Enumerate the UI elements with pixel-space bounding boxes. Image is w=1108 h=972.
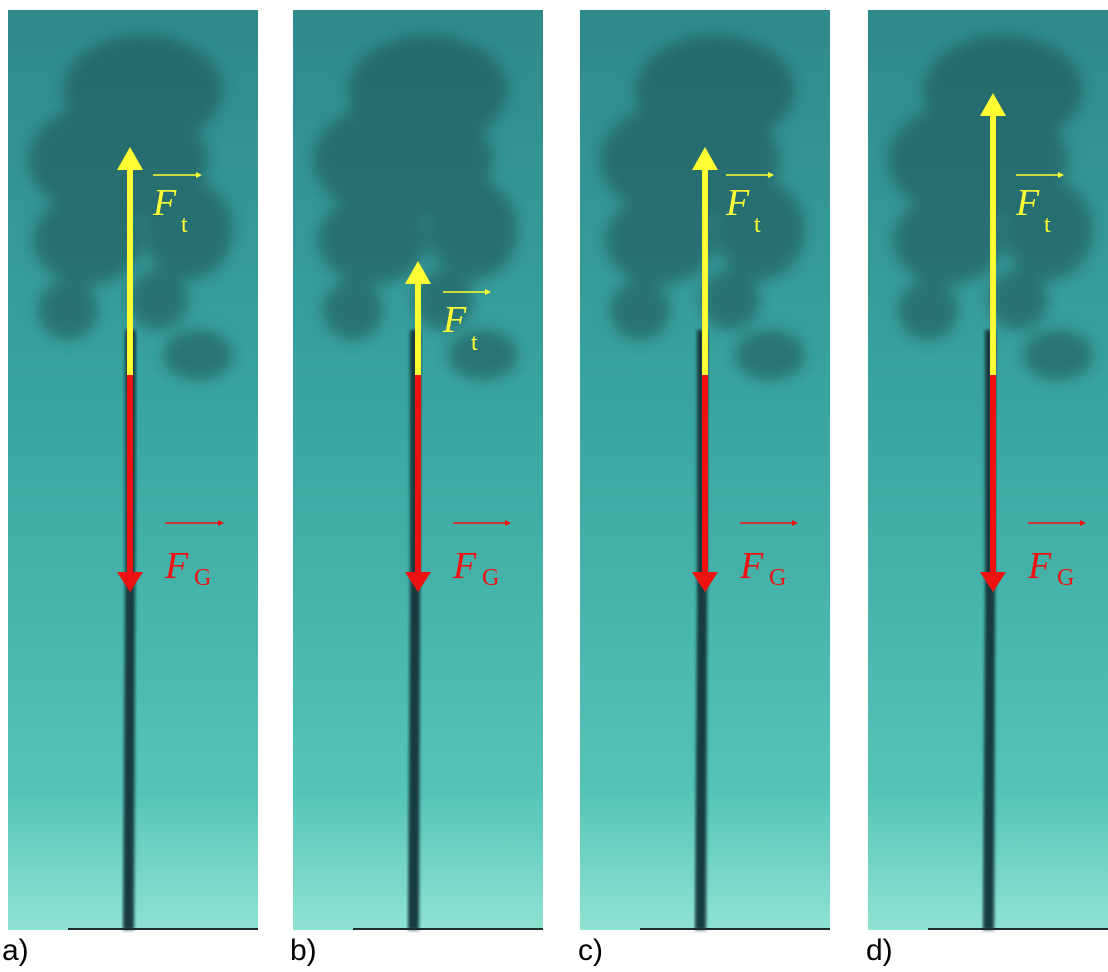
panel: F t F G bbox=[293, 10, 543, 930]
symbol: F bbox=[725, 182, 750, 224]
symbol: F bbox=[1027, 545, 1052, 587]
symbol: F bbox=[1015, 182, 1040, 224]
symbol: F bbox=[739, 545, 764, 587]
panel: F t F G bbox=[580, 10, 830, 930]
panel-label: c) bbox=[578, 934, 603, 967]
subscript: G bbox=[194, 565, 211, 591]
symbol: F bbox=[452, 545, 477, 587]
subscript: G bbox=[482, 565, 499, 591]
panel-label: d) bbox=[866, 934, 893, 967]
panel: F t F G bbox=[8, 10, 258, 930]
subscript: G bbox=[1057, 565, 1074, 591]
label-fg: F G bbox=[164, 520, 224, 591]
symbol: F bbox=[164, 545, 189, 587]
label-fg: F G bbox=[739, 520, 798, 591]
symbol: F bbox=[442, 299, 467, 341]
panel-label: b) bbox=[290, 934, 317, 967]
label-ft: F t bbox=[725, 172, 774, 238]
subscript: t bbox=[754, 212, 761, 238]
subscript: t bbox=[1044, 212, 1051, 238]
subscript: t bbox=[471, 330, 478, 356]
label-ft: F t bbox=[152, 172, 202, 238]
panel-label: a) bbox=[2, 934, 29, 967]
label-ft: F t bbox=[1015, 172, 1064, 238]
panel: F t F G bbox=[868, 10, 1108, 930]
label-fg: F G bbox=[1027, 520, 1086, 591]
label-fg: F G bbox=[452, 520, 511, 591]
label-ft: F t bbox=[442, 289, 491, 356]
subscript: G bbox=[769, 565, 786, 591]
symbol: F bbox=[152, 182, 177, 224]
subscript: t bbox=[181, 212, 188, 238]
